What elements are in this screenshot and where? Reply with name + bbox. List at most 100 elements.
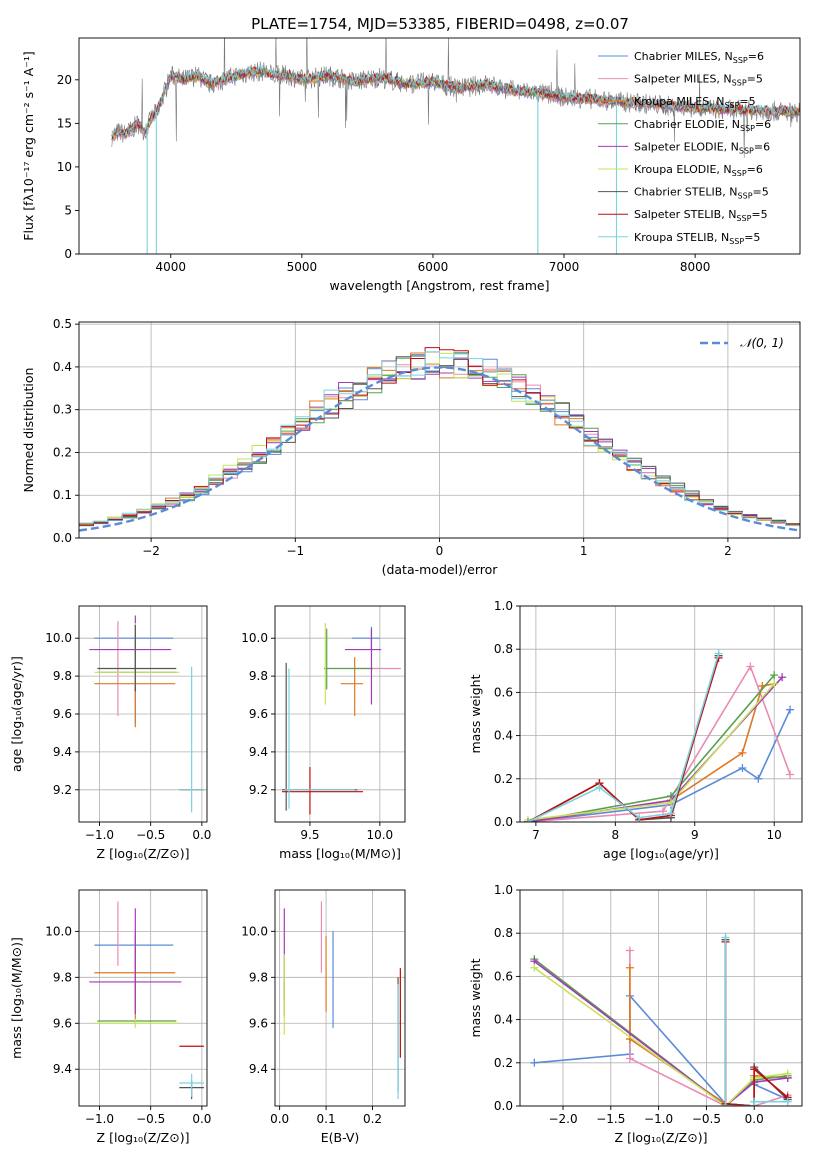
mass-weight-plus-marker [783,1097,792,1106]
plot-area [89,615,204,813]
mass-weight-plus-marker [750,1097,759,1106]
mass-weight-vs-metallicity-panel: −2.0 −1.5 −1.0 −0.5 0.0 0.0 0.2 0.4 0.6 0.8 1.0 Z [… [468,883,803,1145]
mass-weight-series-line [527,674,775,822]
y-tick-label: 0.0 [53,531,72,545]
y-tick-label: 10 [57,160,72,174]
y-tick-label: 9.8 [53,970,72,984]
y-tick-label: 1.0 [494,883,513,897]
x-tick-label: −1.5 [596,1112,625,1126]
mass-weight-series-line [724,939,789,1106]
y-tick-label: 9.6 [249,707,268,721]
x-tick-label: 5000 [287,260,318,274]
y-tick-label: 9.4 [249,745,268,759]
model-spectrum-line [111,66,800,140]
y-tick-label: 0 [64,247,72,261]
mass-weight-plus-marker [770,671,779,680]
y-tick-label: 9.8 [249,669,268,683]
x-tick-label: 2 [724,544,732,558]
mass-weight-plus-marker [770,679,779,688]
mass-weight-series-line [527,653,720,822]
histogram-step-line [79,355,800,526]
axes-frame: 7 8 9 10 0.0 0.2 0.4 0.6 0.8 1.0 age [log₁₀(age/yr… [468,599,803,861]
x-tick-label: 6000 [418,260,449,274]
y-tick-label: 0.2 [53,445,72,459]
x-axis-label: Z [log₁₀(Z/Z⊙)] [97,846,190,861]
y-axis-label: Normed distribution [21,368,36,493]
mass-weight-plus-marker [778,673,787,682]
x-tick-label: 0.0 [745,1112,764,1126]
y-tick-label: 10.0 [241,631,268,645]
legend-label: Salpeter ELODIE, NSSP=6 [634,140,770,155]
mass-weight-plus-marker [625,946,634,955]
mass-weight-plus-marker [625,1054,634,1063]
axes-frame: 4000 5000 6000 7000 8000 0 5 10 15 20 wavelength [… [21,37,801,293]
x-tick-label: 10 [767,828,782,842]
y-tick-label: 10.0 [45,924,72,938]
plot-area [530,933,792,1106]
legend-label: Chabrier STELIB, NSSP=5 [634,186,769,201]
x-axis-label: age [log₁₀(age/yr)] [603,846,719,861]
mass-weight-plus-marker [746,662,755,671]
legend-label: 𝒩(0, 1) [740,336,784,350]
axes-frame: 0.0 0.1 0.2 9.4 9.6 9.8 10.0 E(B-V) [241,889,406,1145]
x-tick-label: 0.0 [192,828,211,842]
mass-weight-series-line [533,960,788,1106]
y-tick-label: 9.2 [53,783,72,797]
y-tick-label: 0.4 [494,1013,513,1027]
plot-area [79,347,800,532]
x-tick-label: 8 [612,828,620,842]
y-tick-label: 0.0 [494,815,513,829]
legend-label: Kroupa MILES, NSSP=5 [634,95,756,110]
x-tick-label: 7 [532,828,540,842]
y-tick-label: 0.6 [494,685,513,699]
mass-weight-plus-marker [595,783,604,792]
x-tick-label: 9 [691,828,699,842]
y-tick-label: 0.1 [53,488,72,502]
x-tick-label: −0.5 [136,1112,165,1126]
y-tick-label: 0.2 [494,1056,513,1070]
y-tick-label: 9.6 [249,1016,268,1030]
mass-weight-plus-marker [786,705,795,714]
y-tick-label: 9.6 [53,707,72,721]
x-axis-label: mass [log₁₀(M/M⊙)] [279,846,401,861]
mass-weight-plus-marker [783,1069,792,1078]
axes-frame: −1.0 −0.5 0.0 9.4 9.6 9.8 10.0 Z [log₁₀(Z/Z⊙)] m… [9,889,211,1145]
y-axis-label: mass weight [468,674,483,753]
histogram-legend: 𝒩(0, 1) [700,336,784,350]
axes-frame: 9.5 10.0 9.2 9.4 9.6 9.8 10.0 mass [log₁₀(M/M⊙)… [241,605,406,861]
mass-weight-plus-marker [714,649,723,658]
y-tick-label: 1.0 [494,599,513,613]
legend-label: Kroupa ELODIE, NSSP=6 [634,163,763,178]
figure-title: PLATE=1754, MJD=53385, FIBERID=0498, z=0… [251,15,629,33]
legend-label: Chabrier ELODIE, NSSP=6 [634,118,771,133]
x-tick-label: −0.5 [692,1112,721,1126]
x-tick-label: −1.0 [85,1112,114,1126]
y-tick-label: 0.5 [53,317,72,331]
legend-label: Chabrier MILES, NSSP=6 [634,50,764,65]
y-tick-label: 9.2 [249,783,268,797]
plot-area [283,901,401,1100]
y-tick-label: 9.4 [53,745,72,759]
y-tick-label: 20 [57,73,72,87]
y-tick-label: 9.6 [53,1016,72,1030]
mass-weight-series-line [527,655,720,822]
axes-border [519,605,803,823]
mass-weight-series-line [534,993,789,1106]
x-tick-label: −1 [286,544,304,558]
y-tick-label: 5 [64,203,72,217]
axes-border [78,889,208,1107]
spectrum-legend: Chabrier MILES, NSSP=6 Salpeter MILES, NS… [598,50,771,246]
y-tick-label: 0.4 [494,729,513,743]
y-tick-label: 10.0 [45,631,72,645]
mass-vs-metallicity-panel: −1.0 −0.5 0.0 9.4 9.6 9.8 10.0 Z [log₁₀(Z/Z⊙)] m… [9,889,211,1145]
x-tick-label: −0.5 [136,828,165,842]
mass-weight-plus-marker [786,770,795,779]
y-tick-label: 0.2 [494,772,513,786]
x-tick-label: −1.0 [644,1112,673,1126]
x-axis-label: (data-model)/error [382,562,499,577]
mass-weight-series-line [527,657,720,822]
x-tick-label: −2.0 [548,1112,577,1126]
y-axis-label: mass [log₁₀(M/M⊙)] [9,937,24,1059]
mass-weight-plus-marker [721,1102,730,1106]
axes-border [78,37,801,255]
